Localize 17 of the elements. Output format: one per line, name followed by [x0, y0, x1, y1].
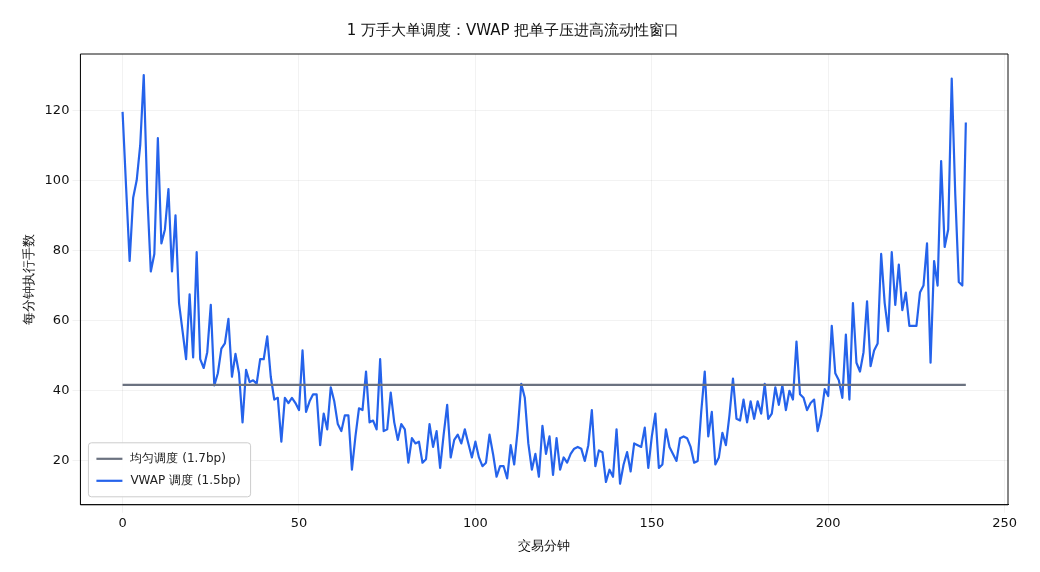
- y-tick-label: 60: [52, 312, 70, 327]
- y-tick-label: 100: [44, 171, 70, 187]
- y-tick-label: 120: [44, 101, 70, 117]
- x-tick-label: 0: [118, 514, 127, 530]
- legend-label: 均匀调度 (1.7bp): [129, 450, 226, 465]
- chart-title: 1 万手大单调度：VWAP 把单子压进高流动性窗口: [346, 20, 680, 39]
- x-tick-label: 200: [815, 514, 841, 530]
- x-tick-label: 100: [462, 514, 488, 530]
- x-tick-label: 250: [992, 514, 1018, 530]
- y-tick-label: 20: [52, 452, 70, 468]
- x-axis-title: 交易分钟: [518, 537, 571, 553]
- y-axis-title: 每分钟执行手数: [21, 233, 37, 325]
- x-tick-label: 50: [290, 514, 308, 530]
- x-tick-label: 150: [639, 514, 665, 530]
- y-tick-label: 40: [52, 382, 70, 398]
- y-tick-label: 80: [52, 241, 70, 257]
- legend-label: VWAP 调度 (1.5bp): [130, 472, 241, 487]
